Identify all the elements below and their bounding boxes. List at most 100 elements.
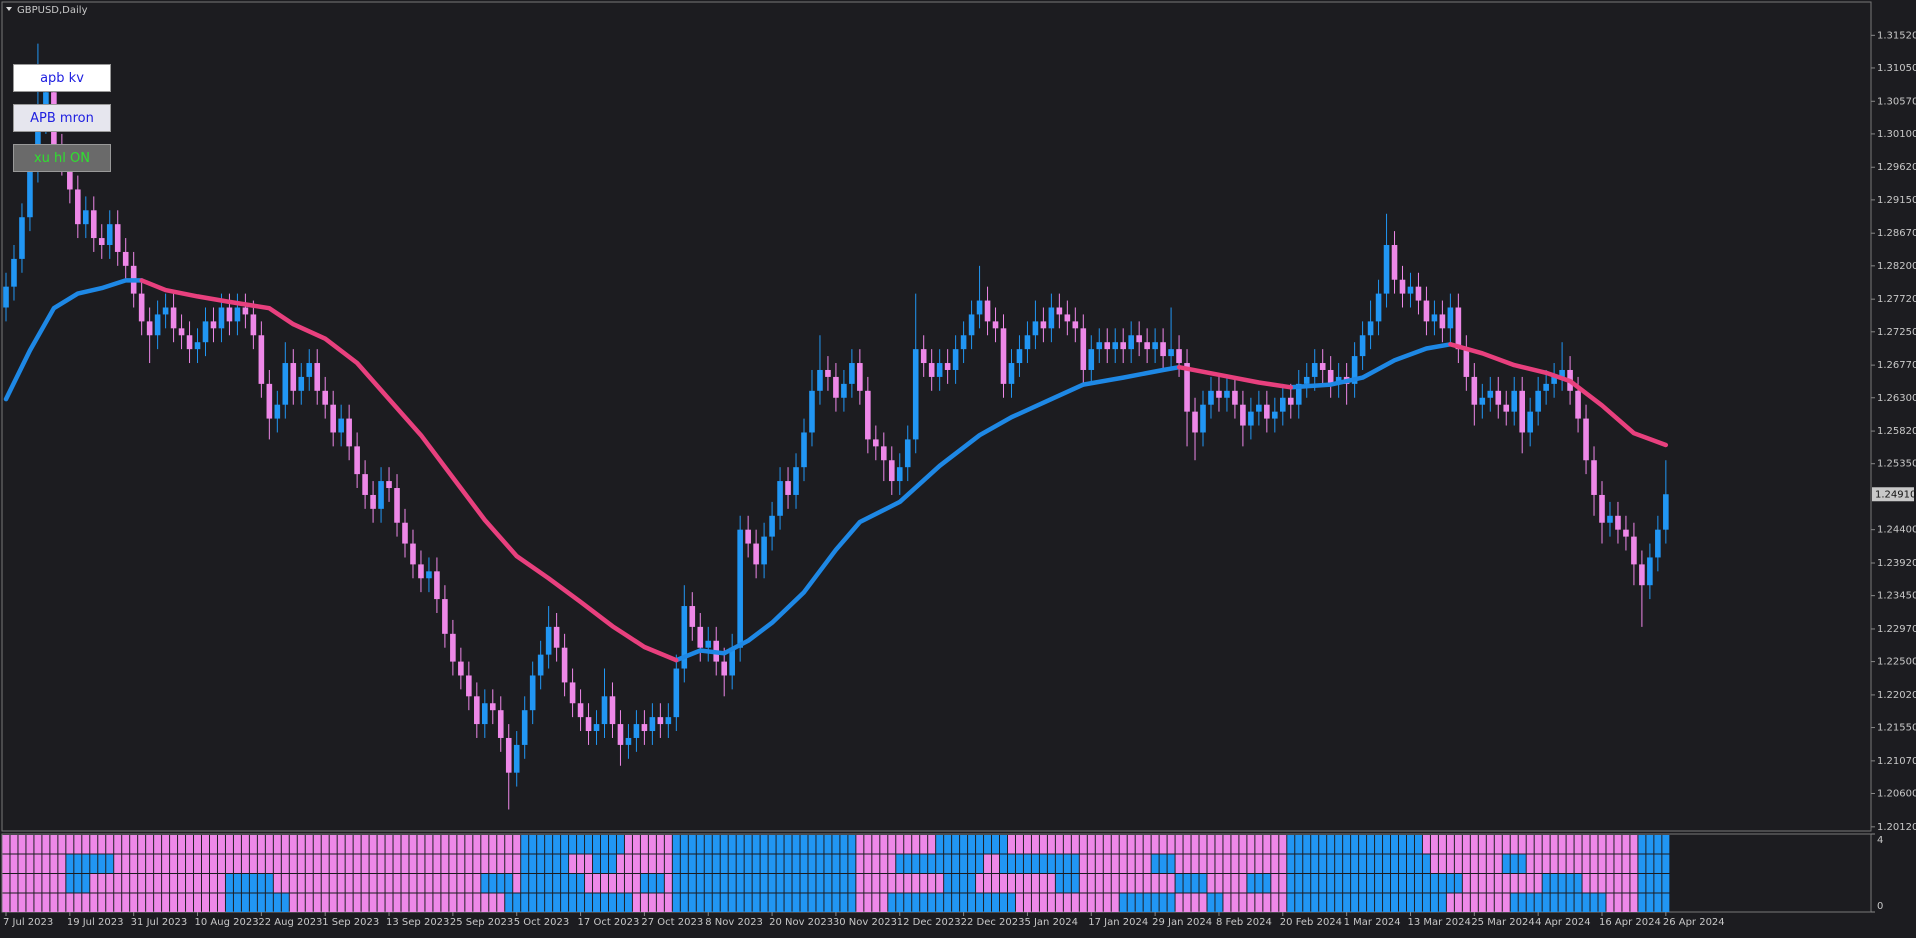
x-tick-label: 10 Aug 2023 (195, 917, 259, 928)
indicator-cell (928, 874, 936, 893)
indicator-cell (42, 854, 50, 873)
indicator-cell (1375, 854, 1383, 873)
indicator-cell (1359, 893, 1367, 912)
indicator-cell (1518, 835, 1526, 854)
indicator-cell (1143, 835, 1151, 854)
indicator-cell (768, 893, 776, 912)
indicator-cell (672, 874, 680, 893)
indicator-cell (1494, 893, 1502, 912)
indicator-cell (776, 874, 784, 893)
indicator-cell (1167, 835, 1175, 854)
indicator-cell (1191, 835, 1199, 854)
indicator-cell (1279, 874, 1287, 893)
indicator-cell (752, 893, 760, 912)
indicator-cell (1319, 854, 1327, 873)
indicator-cell (1159, 854, 1167, 873)
candle-body (912, 349, 919, 440)
indicator-cell (26, 835, 34, 854)
button[interactable]: xu hl ON (13, 144, 111, 172)
indicator-cell (1319, 835, 1327, 854)
indicator-cell (257, 835, 265, 854)
candle-body (362, 474, 368, 495)
candle-body (928, 363, 935, 377)
indicator-cell (1143, 874, 1151, 893)
indicator-cell (1351, 893, 1359, 912)
indicator-cell (90, 893, 98, 912)
indicator-cell (784, 874, 792, 893)
indicator-cell (1558, 893, 1566, 912)
candle-body (1248, 411, 1254, 426)
indicator-cell (1550, 854, 1558, 873)
candle-body (178, 328, 185, 336)
indicator-cell (489, 854, 497, 873)
indicator-cell (1582, 874, 1590, 893)
indicator-cell (10, 874, 18, 893)
indicator-cell (593, 835, 601, 854)
indicator-cell (26, 854, 34, 873)
candle-body (1120, 342, 1126, 350)
indicator-cell (1191, 874, 1199, 893)
indicator-cell (313, 854, 321, 873)
x-tick-label: 8 Feb 2024 (1216, 917, 1272, 928)
candle-body (474, 696, 480, 725)
indicator-cell (1598, 893, 1606, 912)
indicator-cell (912, 835, 920, 854)
x-tick-label: 12 Dec 2023 (897, 917, 961, 928)
candle-body (721, 661, 727, 676)
button[interactable]: APB mron (13, 104, 111, 132)
indicator-cell (497, 874, 505, 893)
candle-body (83, 210, 89, 225)
indicator-cell (1430, 893, 1438, 912)
candle-body (641, 724, 648, 732)
indicator-cell (313, 835, 321, 854)
indicator-cell (209, 854, 217, 873)
indicator-cell (1015, 835, 1023, 854)
indicator-cell (608, 854, 616, 873)
candle-body (386, 481, 392, 489)
indicator-cell (186, 835, 194, 854)
indicator-cell (1023, 835, 1031, 854)
indicator-cell (289, 893, 297, 912)
indicator-cell (225, 874, 233, 893)
indicator-cell (848, 835, 856, 854)
candle-body (266, 383, 273, 419)
indicator-cell (361, 893, 369, 912)
indicator-cell (1135, 893, 1143, 912)
indicator-cell (840, 835, 848, 854)
candle-body (1232, 390, 1238, 405)
indicator-cell (1638, 893, 1646, 912)
indicator-cell (369, 893, 377, 912)
button[interactable]: apb kv (13, 64, 111, 92)
indicator-cell (537, 893, 545, 912)
candle-body (1495, 390, 1502, 405)
indicator-cell (944, 893, 952, 912)
indicator-cell (162, 835, 170, 854)
indicator-cell (146, 835, 154, 854)
indicator-cell (1183, 893, 1191, 912)
y-tick-label: 1.26770 (1877, 360, 1916, 371)
indicator-cell (417, 854, 425, 873)
indicator-cell (281, 835, 289, 854)
indicator-cell (593, 874, 601, 893)
candle-body (1359, 335, 1366, 357)
indicator-cell (1279, 854, 1287, 873)
candle-body (122, 251, 129, 266)
indicator-cell (656, 835, 664, 854)
indicator-cell (170, 854, 178, 873)
indicator-cell (1414, 874, 1422, 893)
indicator-cell (1494, 874, 1502, 893)
indicator-cell (704, 874, 712, 893)
indicator-cell (114, 854, 122, 873)
candle-body (226, 307, 233, 322)
indicator-cell (545, 854, 553, 873)
candle-body (896, 467, 903, 482)
y-tick-label: 1.30570 (1877, 96, 1916, 107)
indicator-cell (337, 835, 345, 854)
candle-body (1264, 404, 1270, 419)
indicator-cell (1023, 854, 1031, 873)
indicator-cell (249, 893, 257, 912)
indicator-cell (688, 893, 696, 912)
indicator-cell (457, 835, 465, 854)
candle-body (1128, 335, 1134, 350)
indicator-cell (385, 854, 393, 873)
